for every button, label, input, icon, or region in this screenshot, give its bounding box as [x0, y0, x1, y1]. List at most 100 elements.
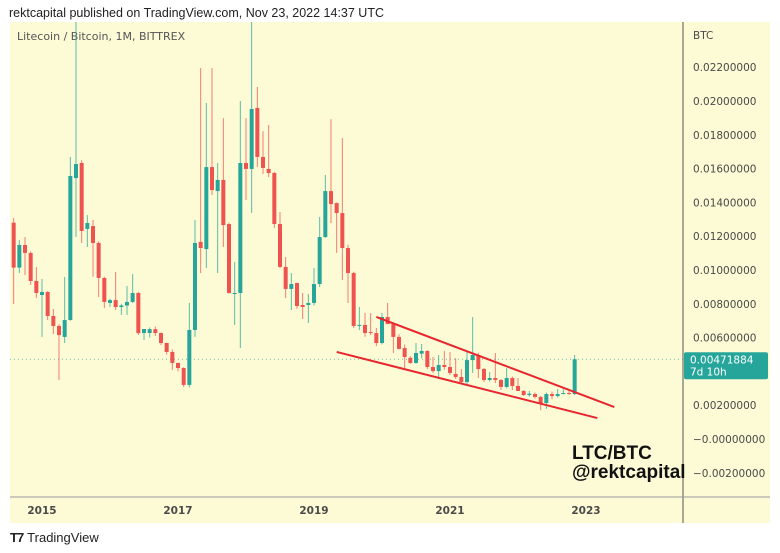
- candle-body: [68, 176, 73, 321]
- candle: [68, 156, 73, 321]
- candle: [561, 388, 566, 395]
- candle: [499, 379, 503, 390]
- candle: [125, 286, 129, 315]
- candle-body: [113, 300, 118, 308]
- candle: [96, 241, 101, 298]
- candle: [572, 355, 577, 396]
- price-axis-unit: BTC: [693, 30, 713, 42]
- price-tick-label: 0.00200000: [693, 400, 756, 412]
- tradingview-brand[interactable]: T7 TradingView: [10, 530, 99, 545]
- candle: [419, 344, 424, 359]
- price-tick-label: 0.01200000: [693, 231, 756, 243]
- candle: [238, 101, 243, 349]
- candle: [147, 327, 152, 338]
- trendline[interactable]: [375, 316, 615, 408]
- candle: [334, 202, 339, 253]
- candle-body: [465, 360, 469, 383]
- candle-body: [346, 248, 350, 274]
- candle-body: [397, 336, 401, 349]
- candle: [272, 171, 277, 229]
- candle: [17, 240, 22, 274]
- candle: [278, 212, 282, 269]
- trendline[interactable]: [336, 350, 598, 420]
- time-axis[interactable]: 2015 2017 2019 2021 2023: [27, 505, 600, 517]
- candle: [317, 216, 322, 288]
- candle: [79, 160, 84, 243]
- candle-body: [402, 348, 407, 358]
- time-tick-label: 2017: [163, 505, 192, 517]
- candle-body: [221, 179, 226, 226]
- candle-body: [79, 163, 84, 231]
- candle: [249, 22, 254, 214]
- candle: [527, 391, 532, 397]
- candle: [510, 376, 515, 390]
- candle-body: [363, 324, 367, 334]
- candle-body: [567, 393, 571, 395]
- candle: [153, 326, 158, 336]
- candle: [567, 390, 571, 395]
- price-tick-label: 0.00600000: [693, 333, 756, 345]
- candle: [300, 292, 305, 320]
- candle-body: [493, 377, 498, 381]
- candle-body: [17, 244, 22, 268]
- trendlines[interactable]: [336, 316, 615, 420]
- candle-body: [323, 191, 328, 238]
- candle-body: [142, 328, 146, 334]
- candle-body: [23, 244, 27, 253]
- candle: [23, 237, 27, 276]
- candle: [74, 22, 78, 238]
- candle-body: [91, 226, 95, 243]
- candle: [555, 388, 560, 398]
- price-tick-label: 0.02200000: [693, 62, 756, 74]
- candle: [459, 369, 464, 384]
- candle: [368, 312, 373, 336]
- candle: [108, 298, 112, 308]
- candle-body: [249, 108, 254, 169]
- candle-body: [431, 367, 435, 372]
- candle: [351, 271, 356, 328]
- candle: [289, 273, 294, 311]
- candle: [181, 367, 186, 387]
- last-price-label: 0.00471884 7d 10h: [684, 352, 768, 380]
- candle-body: [45, 291, 50, 316]
- candle-body: [374, 333, 379, 344]
- candle-body: [283, 266, 288, 289]
- candle-body: [521, 391, 526, 396]
- price-tick-label: −0.00000000: [693, 434, 765, 446]
- candle-body: [487, 377, 492, 381]
- time-tick-label: 2015: [27, 505, 56, 517]
- symbol-legend: Litecoin / Bitcoin, 1M, BITTREX: [17, 30, 186, 43]
- candle: [28, 251, 33, 286]
- candle: [431, 357, 435, 373]
- candle: [40, 278, 44, 337]
- candle-body: [516, 385, 520, 392]
- candle-body: [329, 191, 333, 205]
- candle-body: [130, 292, 135, 302]
- price-tick-label: 0.01800000: [693, 130, 756, 142]
- candle-body: [414, 352, 418, 363]
- candle-body: [147, 329, 152, 334]
- candle-body: [204, 167, 209, 250]
- candle: [521, 389, 526, 396]
- candle: [408, 356, 413, 364]
- candle-body: [448, 367, 452, 373]
- candle: [425, 350, 430, 370]
- last-price-value: 0.00471884: [690, 354, 754, 366]
- candle-body: [62, 320, 67, 337]
- candle-body: [227, 224, 231, 293]
- candle: [363, 312, 367, 337]
- candle-body: [306, 302, 311, 305]
- candle: [187, 302, 192, 388]
- candle-body: [442, 364, 447, 368]
- price-tick-label: 0.01600000: [693, 164, 756, 176]
- price-axis[interactable]: 0.02200000 0.02000000 0.01800000 0.01600000…: [693, 62, 765, 480]
- candle: [176, 362, 180, 372]
- candle-body: [527, 393, 532, 396]
- candle: [51, 309, 56, 335]
- candle: [550, 391, 554, 400]
- candle-body: [295, 283, 299, 306]
- candle: [113, 272, 118, 311]
- candle-body: [136, 292, 141, 334]
- candle: [198, 68, 203, 274]
